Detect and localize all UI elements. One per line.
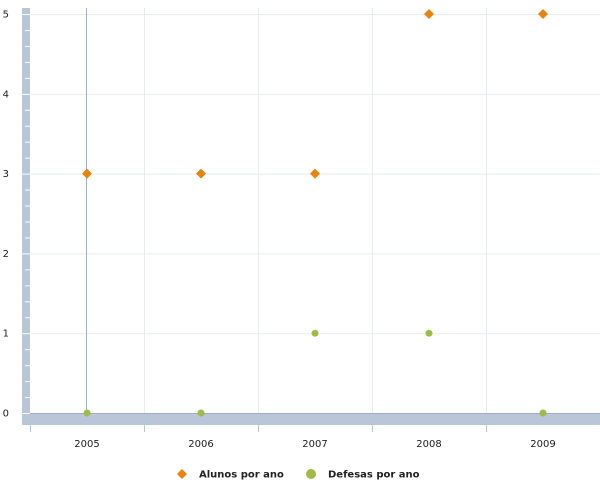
legend[interactable]: Alunos por ano Defesas por ano xyxy=(177,469,420,481)
data-marks xyxy=(82,9,548,417)
y-tick-label: 4 xyxy=(3,89,9,100)
x-tick-label: 2006 xyxy=(188,439,213,450)
data-point-circle[interactable] xyxy=(539,409,547,417)
data-point-diamond[interactable] xyxy=(196,168,206,179)
data-point-circle[interactable] xyxy=(311,329,319,337)
data-point-diamond[interactable] xyxy=(310,168,320,179)
y-tick-label: 0 xyxy=(3,409,9,420)
data-point-diamond[interactable] xyxy=(538,9,548,19)
data-point-circle[interactable] xyxy=(425,329,433,337)
x-tick-label: 2008 xyxy=(416,439,441,450)
legend-circle-icon xyxy=(306,469,316,479)
axes xyxy=(22,8,600,425)
legend-item[interactable]: Alunos por ano xyxy=(177,469,284,481)
y-tick-label: 3 xyxy=(3,169,9,180)
y-tick-label: 1 xyxy=(3,329,9,340)
x-axis-bar xyxy=(22,414,600,425)
x-tick-label: 2009 xyxy=(530,439,555,450)
y-tick-label: 5 xyxy=(3,10,9,21)
x-ticks: 2005 2006 2007 2008 2009 xyxy=(30,425,556,450)
legend-item[interactable]: Defesas por ano xyxy=(306,469,420,481)
legend-diamond-icon xyxy=(177,469,187,479)
grid xyxy=(30,8,600,413)
x-tick-label: 2007 xyxy=(302,439,327,450)
data-point-diamond[interactable] xyxy=(424,9,434,19)
data-point-circle[interactable] xyxy=(83,409,91,417)
legend-label: Alunos por ano xyxy=(199,470,284,481)
x-tick-label: 2005 xyxy=(74,439,99,450)
y-ticks: 0 1 2 3 4 5 xyxy=(3,10,30,420)
data-point-circle[interactable] xyxy=(197,409,205,417)
y-tick-label: 2 xyxy=(3,249,9,260)
legend-label: Defesas por ano xyxy=(328,470,420,481)
data-point-diamond[interactable] xyxy=(82,168,92,179)
y-axis-bar xyxy=(22,8,30,425)
